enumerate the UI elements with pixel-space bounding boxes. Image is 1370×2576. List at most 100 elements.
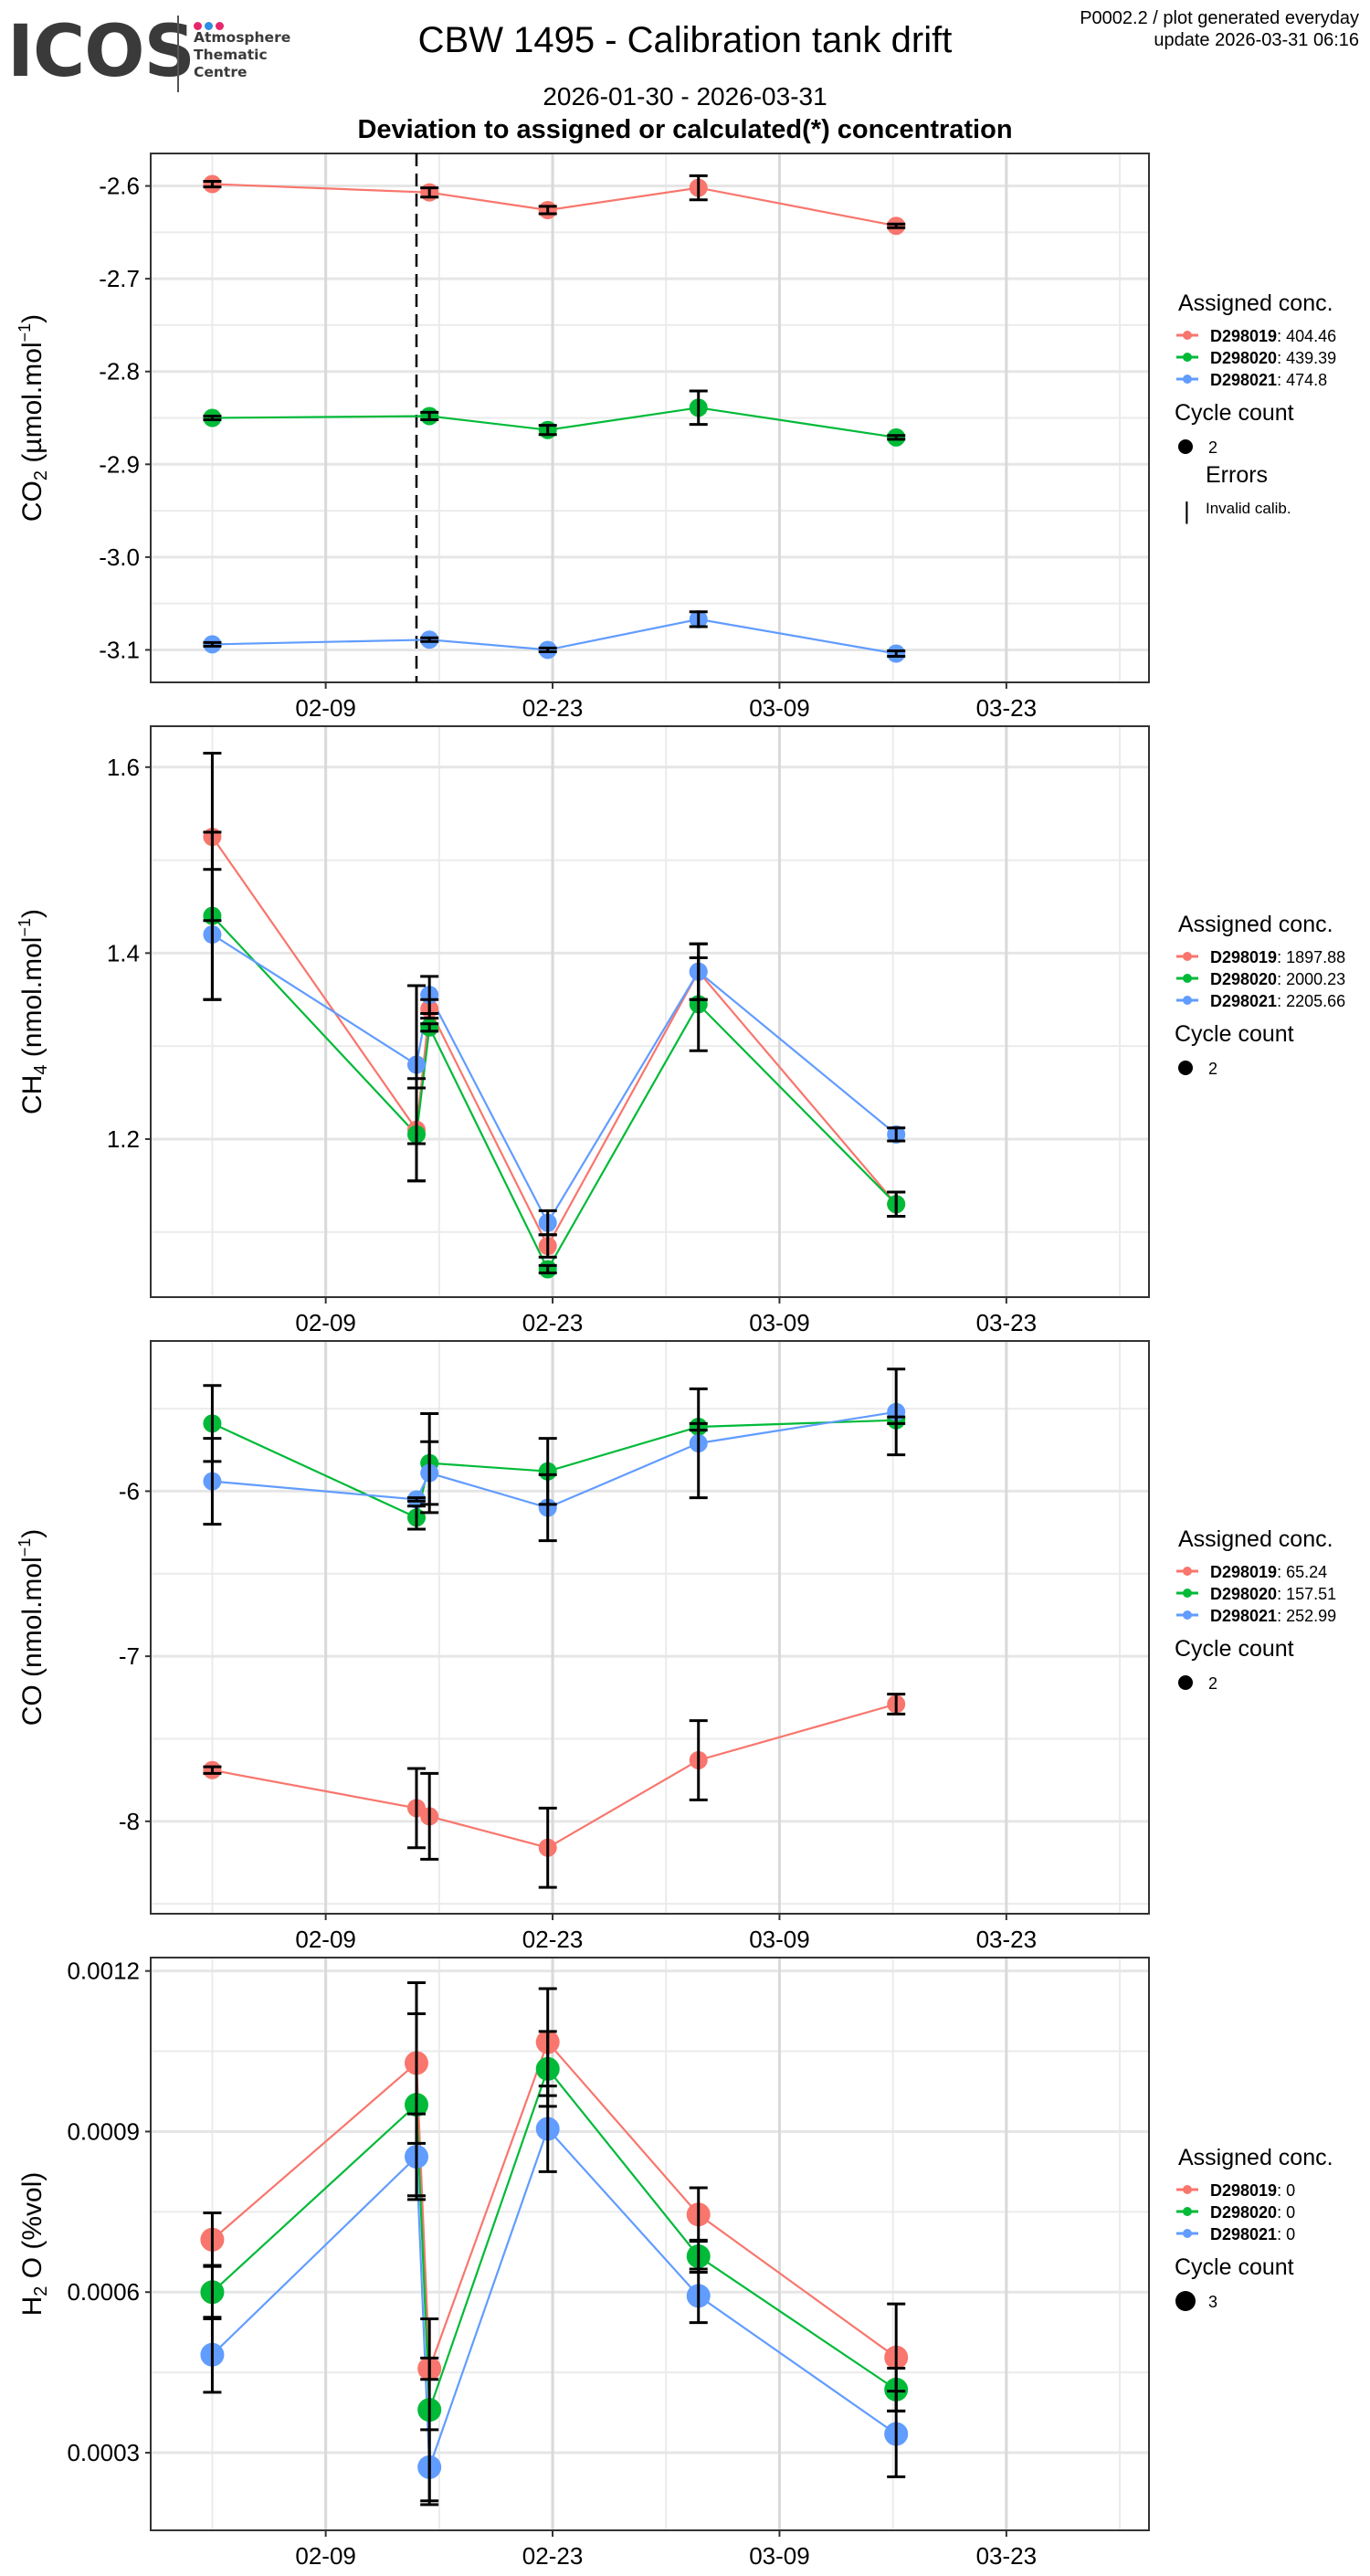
panel-border xyxy=(150,1340,1150,1915)
chart-panel-ch4: 1.2 1.4 1.6 02-09 02-23 03-09 03-23 CH4 (nmol.m… xyxy=(16,725,1345,1336)
series-line-D298021 xyxy=(212,1410,897,1509)
legend-entry-label: D298020: 0 xyxy=(1210,2203,1295,2222)
legend-key-point xyxy=(1183,2185,1192,2194)
x-tick-label: 02-09 xyxy=(295,694,356,722)
y-tick-label: 1.6 xyxy=(107,754,140,781)
x-tick-label: 03-09 xyxy=(749,2542,810,2570)
plot-background xyxy=(151,726,1149,1297)
legend-entry-label: D298019: 0 xyxy=(1210,2181,1295,2200)
series-line-D298019 xyxy=(211,2040,897,2370)
legend-entry-label: D298019: 1897.88 xyxy=(1210,948,1345,966)
x-tick-label: 02-23 xyxy=(522,694,584,722)
plot-id-line: P0002.2 / plot generated everyday xyxy=(1080,8,1359,28)
logo-wordmark: ICOS xyxy=(7,11,195,93)
series-line-D298020 xyxy=(211,914,897,1272)
series-line-D298021 xyxy=(211,934,897,1225)
series-line-D298020 xyxy=(211,1419,897,1519)
y-axis-label: CO2 (µmol.mol−1) xyxy=(16,314,51,522)
legend-entry-label: D298019: 65.24 xyxy=(1210,1563,1327,1581)
legend-size-label: 3 xyxy=(1208,2293,1217,2311)
y-tick-label: -6 xyxy=(119,1477,140,1504)
logo-dot xyxy=(216,22,224,30)
legend-key-point xyxy=(1183,1589,1192,1598)
x-tick-label: 03-23 xyxy=(976,1926,1038,1953)
page-title: CBW 1495 - Calibration tank drift xyxy=(417,20,953,60)
y-tick-label: -7 xyxy=(119,1642,140,1670)
y-tick-label: 1.4 xyxy=(107,939,140,966)
legend-size-key xyxy=(1175,2291,1196,2311)
y-tick-label: -2.7 xyxy=(99,265,140,292)
panel-border xyxy=(150,1957,1150,2531)
legend-co: Assigned conc. D298019: 65.24 D298020: 157… xyxy=(1175,1526,1336,1693)
legend-title: Assigned conc. xyxy=(1178,912,1333,937)
date-range: 2026-01-30 - 2026-03-31 xyxy=(543,82,827,111)
x-tick-label: 03-09 xyxy=(749,1309,810,1336)
legend-errors-title: Errors xyxy=(1206,462,1268,488)
logo-line: Centre xyxy=(194,64,248,80)
x-tick-label: 02-23 xyxy=(522,2542,584,2570)
x-tick-label: 02-09 xyxy=(295,1926,356,1953)
plot-background xyxy=(151,1958,1149,2530)
legend-key-point xyxy=(1183,952,1192,961)
series-line-D298020 xyxy=(211,2066,897,2411)
legend-co2: Assigned conc. D298019: 404.46 D298020: 43… xyxy=(1175,290,1336,524)
logo-line: Thematic xyxy=(194,47,268,63)
series-line-D298019 xyxy=(211,836,898,1249)
legend-key-point xyxy=(1183,1610,1192,1620)
legend-entry-label: D298021: 474.8 xyxy=(1210,371,1327,389)
legend-size-title: Cycle count xyxy=(1175,400,1294,426)
panel-border xyxy=(150,725,1150,1298)
legend-size-label: 2 xyxy=(1208,1674,1217,1693)
y-tick-label: 0.0006 xyxy=(67,2278,140,2306)
legend-errors-label: Invalid calib. xyxy=(1206,500,1291,517)
logo-text: Atmosphere Thematic Centre xyxy=(194,29,290,81)
logo-dot xyxy=(205,22,213,30)
y-tick-label: -2.8 xyxy=(99,358,140,385)
legend-key-point xyxy=(1183,331,1192,340)
y-tick-label: -2.9 xyxy=(99,450,140,478)
update-timestamp: update 2026-03-31 06:16 xyxy=(1154,30,1359,50)
x-tick-label: 03-09 xyxy=(749,1926,810,1953)
legend-entry-label: D298020: 2000.23 xyxy=(1210,970,1345,988)
header: ICOS Atmosphere Thematic Centre CBW 1495… xyxy=(0,0,1370,151)
legend-size-key xyxy=(1178,1675,1193,1690)
legend-size-key xyxy=(1178,1061,1193,1075)
y-tick-label: 0.0009 xyxy=(67,2117,140,2145)
legend-key-point xyxy=(1183,996,1192,1005)
logo-line: Atmosphere xyxy=(194,29,291,46)
y-axis-label: H2 O (%vol) xyxy=(17,2172,51,2317)
y-axis-label: CO (nmol.mol−1) xyxy=(16,1529,47,1726)
x-tick-label: 02-23 xyxy=(522,1926,584,1953)
series-line-D298019 xyxy=(212,1703,897,1849)
x-tick-label: 02-23 xyxy=(522,1309,584,1336)
chart-panel-co2: -2.6 -2.7 -2.8 -2.9 -3.0 -3.1 02-09 02-23 03-09 0… xyxy=(16,153,1336,722)
x-tick-label: 02-09 xyxy=(295,2542,356,2570)
invalid-calib-icon: | xyxy=(1184,497,1190,524)
legend-key-point xyxy=(1183,1567,1192,1576)
legend-key-point xyxy=(1183,2229,1192,2238)
legend-key-point xyxy=(1183,974,1192,983)
chart-panel-co: -6 -7 -8 02-09 02-23 03-09 03-23 CO (nmol.mol−1… xyxy=(16,1340,1336,1953)
logo-separator xyxy=(177,16,179,92)
y-tick-label: -2.6 xyxy=(99,173,140,200)
legend-size-label: 2 xyxy=(1208,438,1217,457)
y-tick-label: 0.0012 xyxy=(67,1958,140,1985)
legend-size-key xyxy=(1178,439,1193,454)
panel-border xyxy=(150,153,1150,683)
legend-key-point xyxy=(1183,2207,1192,2216)
series-line-D298021 xyxy=(211,2127,897,2468)
plot-background xyxy=(151,1341,1149,1914)
x-tick-label: 02-09 xyxy=(295,1309,356,1336)
legend-entry-label: D298020: 439.39 xyxy=(1210,349,1336,367)
legend-size-title: Cycle count xyxy=(1175,1021,1294,1047)
logo-dots-icon xyxy=(194,18,227,35)
x-tick-label: 03-23 xyxy=(976,694,1038,722)
y-tick-label: 0.0003 xyxy=(67,2439,140,2466)
legend-title: Assigned conc. xyxy=(1178,2145,1333,2170)
y-tick-label: -8 xyxy=(119,1808,140,1835)
x-tick-label: 03-23 xyxy=(976,2542,1038,2570)
legend-title: Assigned conc. xyxy=(1178,1526,1333,1552)
y-tick-label: -3.0 xyxy=(99,544,140,571)
legend-entry-label: D298019: 404.46 xyxy=(1210,327,1336,345)
